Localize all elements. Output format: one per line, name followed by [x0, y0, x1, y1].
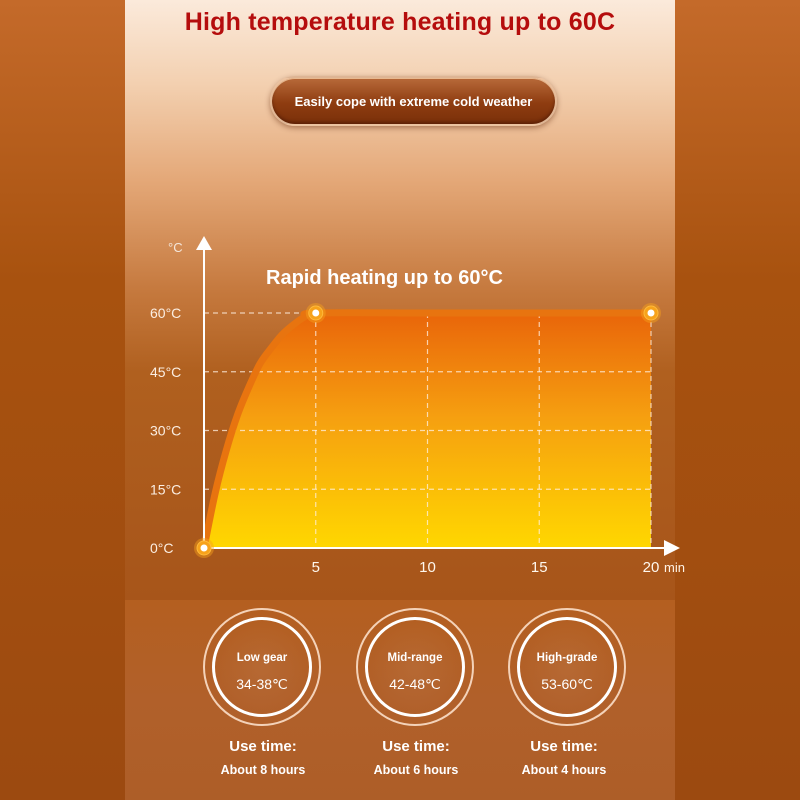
- use-time-label: Use time:: [530, 738, 598, 755]
- highlight-point-core: [200, 544, 208, 552]
- highlight-points: [194, 303, 661, 558]
- chart-axes: [196, 236, 680, 556]
- x-axis-unit-label: min: [664, 560, 685, 575]
- gear-ring-outer: [203, 608, 321, 726]
- tagline-text: Easily cope with extreme cold weather: [294, 93, 533, 109]
- gear-temp-range: 42-48℃: [389, 676, 441, 692]
- y-axis-arrow: [196, 236, 212, 250]
- highlight-point-core: [312, 309, 320, 317]
- y-tick-label: 15°C: [150, 481, 181, 497]
- page-title: High temperature heating up to 60C: [184, 8, 616, 36]
- gear-name: Low gear: [236, 652, 288, 664]
- y-tick-label: 60°C: [150, 305, 181, 321]
- chart-annotation: Rapid heating up to 60°C: [266, 267, 503, 289]
- gear-name: High-grade: [536, 652, 598, 664]
- y-tick-label: 45°C: [150, 364, 181, 380]
- gear-low: Low gear 34-38℃: [203, 608, 321, 726]
- gear-ring-outer: [356, 608, 474, 726]
- gear-ring-inner: [212, 617, 312, 717]
- use-time-low: Use time: About 8 hours: [183, 738, 343, 777]
- highlight-point-core: [647, 309, 655, 317]
- tagline-pill: Easily cope with extreme cold weather: [270, 76, 557, 126]
- use-time-value: About 4 hours: [521, 763, 607, 777]
- use-time-label: Use time:: [382, 738, 450, 755]
- x-tick-label: 15: [531, 559, 548, 576]
- heating-chart: 0°C 15°C 30°C 45°C 60°C 5 10 15 20 °C min Rapid…: [150, 236, 685, 576]
- gear-high: High-grade 53-60℃: [508, 608, 626, 726]
- gear-temp-range: 34-38℃: [236, 676, 288, 692]
- y-axis-unit-label: °C: [168, 240, 183, 255]
- gear-temp-range: 53-60℃: [541, 676, 593, 692]
- gear-mid: Mid-range 42-48℃: [356, 608, 474, 726]
- gear-list: Low gear 34-38℃ Mid-range 42-48℃ High-gr…: [0, 608, 800, 728]
- x-axis-arrow: [664, 540, 680, 556]
- gear-ring-outer: [508, 608, 626, 726]
- x-tick-label: 10: [419, 559, 436, 576]
- x-tick-labels: 5 10 15 20: [312, 559, 660, 576]
- left-background-band: [0, 0, 125, 800]
- use-time-label: Use time:: [229, 738, 297, 755]
- y-tick-labels: 0°C 15°C 30°C 45°C 60°C: [150, 305, 181, 556]
- gear-name: Mid-range: [387, 652, 443, 664]
- gear-ring-inner: [517, 617, 617, 717]
- y-tick-label: 0°C: [150, 540, 174, 556]
- use-time-mid: Use time: About 6 hours: [336, 738, 496, 777]
- x-tick-label: 20: [643, 559, 660, 576]
- x-tick-label: 5: [312, 559, 320, 576]
- use-time-high: Use time: About 4 hours: [484, 738, 644, 777]
- right-background-band: [675, 0, 800, 800]
- gear-ring-inner: [365, 617, 465, 717]
- use-time-value: About 8 hours: [220, 763, 306, 777]
- y-tick-label: 30°C: [150, 423, 181, 439]
- series-line: [200, 309, 655, 552]
- use-time-value: About 6 hours: [373, 763, 459, 777]
